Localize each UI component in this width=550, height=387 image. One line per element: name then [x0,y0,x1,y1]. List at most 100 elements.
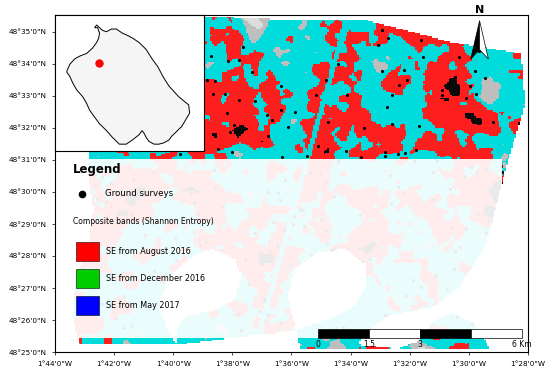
Point [331,325,340,332]
Point [474,211,482,217]
Point [214,146,223,152]
Point [386,172,395,178]
Text: SE from May 2017: SE from May 2017 [107,301,180,310]
Point [150,267,159,274]
Point [148,220,157,226]
Point [373,41,382,48]
Point [484,217,493,223]
Point [482,166,491,172]
Point [95,132,103,139]
Point [91,182,100,188]
Point [450,266,459,272]
Point [388,121,397,127]
Point [323,119,332,125]
Point [400,67,409,73]
Point [108,99,117,106]
Point [110,111,119,117]
Point [147,111,156,117]
Point [119,293,128,300]
Point [302,153,311,159]
Point [263,132,272,139]
Point [202,77,211,84]
Point [359,125,368,131]
Point [267,117,276,123]
Point [416,284,425,290]
Point [172,257,181,263]
Point [299,207,307,213]
Point [186,190,195,197]
Point [388,92,397,98]
Point [461,226,470,232]
Point [262,111,271,118]
Point [321,77,330,83]
Point [150,169,158,175]
Point [257,260,266,267]
Point [201,239,210,245]
Point [460,173,469,180]
Point [438,92,447,98]
Point [196,41,205,48]
Point [273,190,282,196]
Bar [76,242,100,261]
Point [90,272,98,278]
Point [160,90,169,96]
Point [179,108,188,114]
Point [211,185,219,191]
Point [471,44,480,50]
Polygon shape [471,21,480,59]
Point [226,129,234,135]
Point [190,118,199,124]
Point [496,163,505,170]
Text: 1.5: 1.5 [363,340,375,349]
Point [322,179,331,185]
Point [287,261,295,267]
Point [489,119,498,125]
Point [316,170,324,176]
Point [120,325,129,331]
Point [322,241,331,247]
Point [95,240,103,246]
Polygon shape [480,21,488,59]
Point [468,321,476,327]
Point [433,158,442,164]
Point [399,190,408,196]
Point [429,169,438,175]
Point [182,76,191,82]
Point [237,327,246,333]
Point [263,312,272,318]
Bar [420,329,471,338]
Point [245,281,254,287]
Bar [318,329,369,338]
Point [92,196,101,202]
Point [329,193,338,199]
Point [443,286,452,292]
Point [204,218,213,224]
Point [342,148,350,154]
Bar [68,159,502,338]
Point [386,201,395,207]
Point [131,274,140,281]
Point [330,245,339,251]
Point [111,315,120,321]
Point [217,204,226,211]
Text: Ground surveys: Ground surveys [104,189,173,198]
Point [190,229,199,235]
Point [428,196,437,202]
Point [466,83,475,89]
Point [446,186,455,192]
Point [256,250,265,256]
Point [133,195,142,202]
Text: SE from August 2016: SE from August 2016 [107,247,191,256]
Point [305,170,314,176]
Point [251,230,260,236]
Point [307,252,316,258]
Point [254,308,263,315]
Point [176,151,185,157]
Point [288,221,297,228]
Point [316,217,325,223]
Text: Composite bands (Shannon Entropy): Composite bands (Shannon Entropy) [73,217,213,226]
Point [380,153,389,159]
Point [402,293,410,300]
Text: 0: 0 [316,340,321,349]
Text: 6 Km: 6 Km [513,340,532,349]
